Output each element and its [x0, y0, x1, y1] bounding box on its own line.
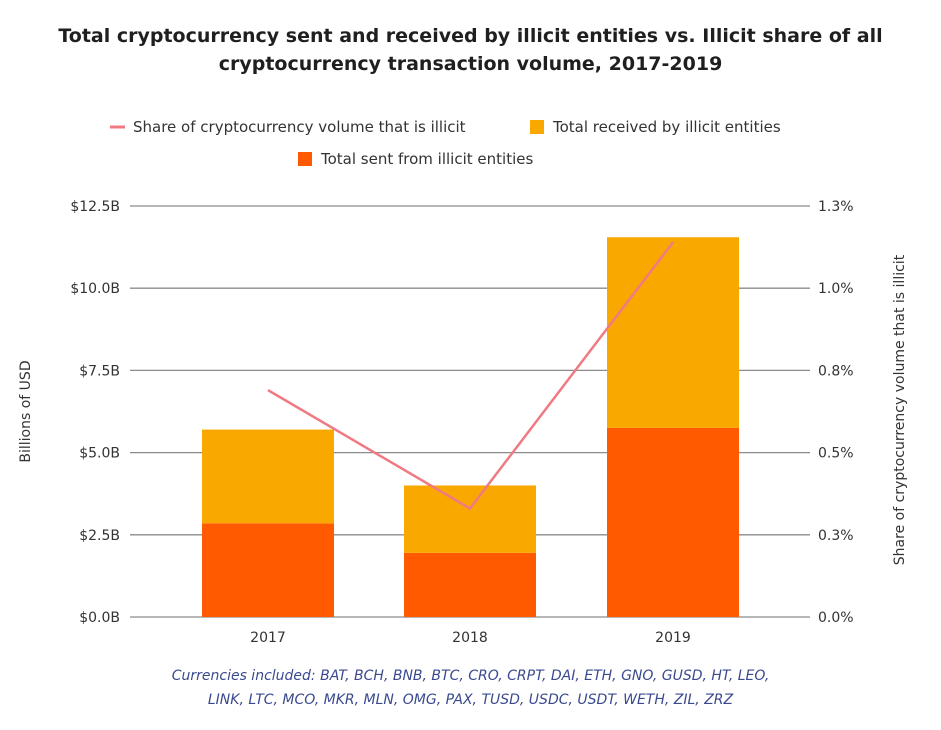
bar-sent: [202, 523, 334, 617]
legend-swatch-received: [530, 120, 544, 134]
chart-title-line-2: cryptocurrency transaction volume, 2017-…: [218, 53, 723, 75]
bar-received: [607, 237, 739, 428]
y-left-tick-label: $2.5B: [79, 528, 120, 544]
x-tick-label: 2018: [452, 630, 488, 646]
y-left-tick-label: $7.5B: [79, 363, 120, 379]
footnote-line-1: Currencies included: BAT, BCH, BNB, BTC,…: [171, 668, 770, 684]
bar-received: [202, 429, 334, 524]
x-tick-label: 2019: [655, 630, 691, 646]
bar-sent: [607, 427, 739, 617]
y-left-tick-label: $10.0B: [70, 281, 120, 297]
y-right-tick-label: 0.0%: [818, 610, 854, 626]
y-left-tick-label: $12.5B: [70, 199, 120, 215]
y-left-axis-label: Billions of USD: [18, 360, 34, 462]
legend-label: Total received by illicit entities: [552, 118, 781, 136]
y-right-tick-label: 0.8%: [818, 363, 854, 379]
y-right-tick-label: 1.0%: [818, 281, 854, 297]
y-right-axis-label: Share of cryptocurrency volume that is i…: [892, 254, 908, 565]
y-left-tick-label: $0.0B: [79, 610, 120, 626]
legend-swatch-sent: [298, 152, 312, 166]
y-right-tick-label: 0.3%: [818, 528, 854, 544]
legend-label: Total sent from illicit entities: [320, 150, 533, 168]
chart-title-line-1: Total cryptocurrency sent and received b…: [58, 25, 883, 47]
legend-label: Share of cryptocurrency volume that is i…: [133, 118, 466, 136]
y-right-tick-label: 1.3%: [818, 199, 854, 215]
bar-sent: [404, 552, 536, 617]
bar-received: [404, 485, 536, 553]
y-left-tick-label: $5.0B: [79, 446, 120, 462]
footnote-line-2: LINK, LTC, MCO, MKR, MLN, OMG, PAX, TUSD…: [207, 692, 734, 708]
currencies-footnote: Currencies included: BAT, BCH, BNB, BTC,…: [0, 664, 941, 712]
series-line-illicit-share: [267, 241, 674, 511]
chart-title: Total cryptocurrency sent and received b…: [0, 22, 941, 78]
x-tick-label: 2017: [250, 630, 286, 646]
y-right-tick-label: 0.5%: [818, 446, 854, 462]
